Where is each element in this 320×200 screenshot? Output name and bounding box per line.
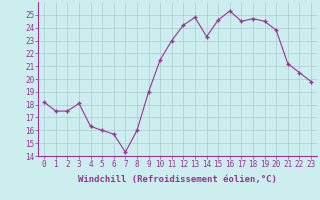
X-axis label: Windchill (Refroidissement éolien,°C): Windchill (Refroidissement éolien,°C) xyxy=(78,175,277,184)
